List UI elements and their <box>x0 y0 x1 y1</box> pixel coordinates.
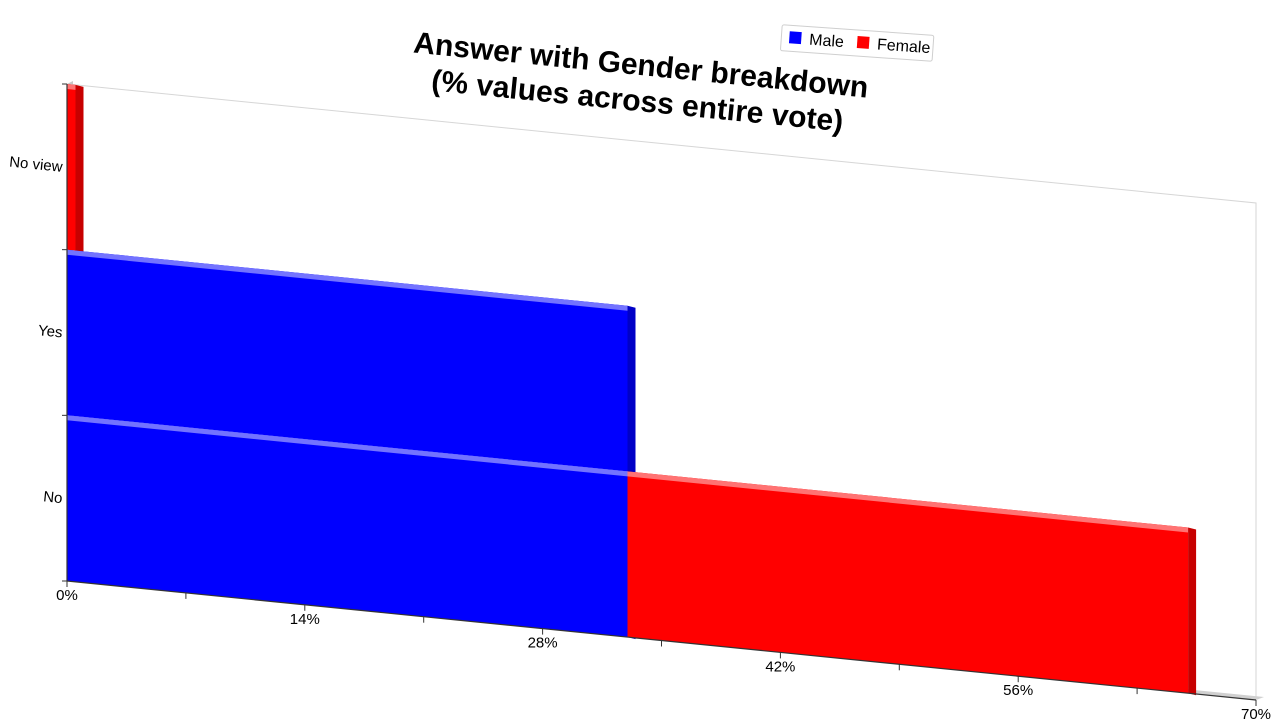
bar-female-no <box>627 471 1197 696</box>
bar-female-no-view <box>67 84 84 253</box>
category-label: Yes <box>37 322 63 341</box>
legend-label-male: Male <box>809 32 845 51</box>
x-tick-label: 14% <box>290 611 320 628</box>
legend-label-female: Female <box>876 36 931 57</box>
x-tick-label: 42% <box>765 658 795 675</box>
legend-swatch-male <box>788 31 802 45</box>
x-tick-label: 56% <box>1003 682 1033 699</box>
category-label: No view <box>9 154 64 176</box>
plot-border <box>66 83 1257 700</box>
legend: Male Female <box>780 24 935 62</box>
x-tick-label: 70% <box>1241 706 1271 720</box>
x-tick-label: 0% <box>56 587 78 604</box>
bar-male-yes <box>67 249 636 474</box>
x-tick-label: 28% <box>528 635 558 652</box>
bars <box>67 84 1197 696</box>
axes: No view Yes No 0% 14% 28% 42% 56% 70% <box>9 83 1271 720</box>
legend-swatch-female <box>856 36 870 49</box>
category-label: No <box>43 488 64 507</box>
